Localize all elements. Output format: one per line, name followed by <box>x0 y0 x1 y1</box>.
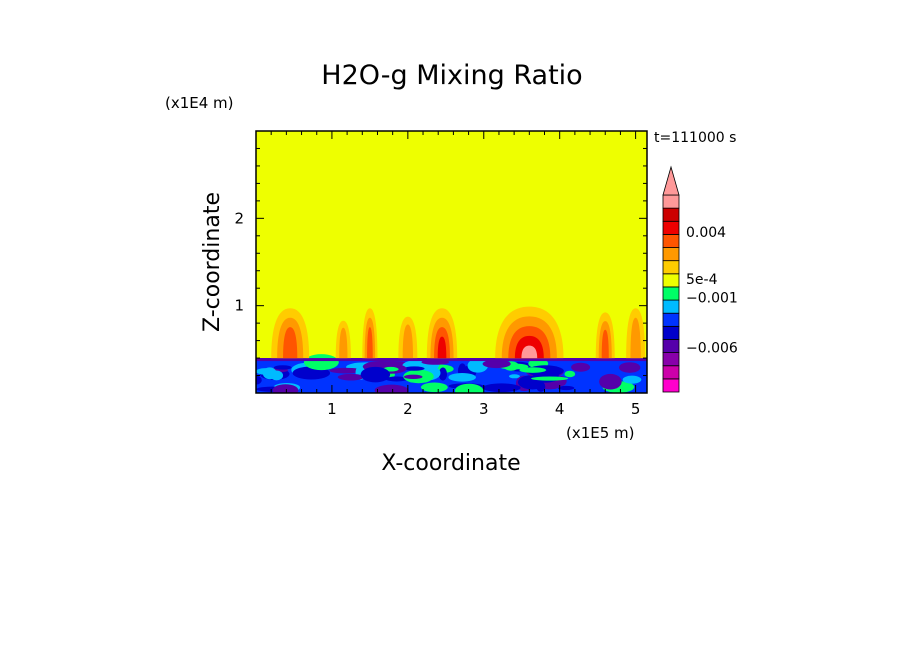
colorbar-label: 0.004 <box>686 225 726 241</box>
surface-blob <box>454 383 484 393</box>
surface-blob <box>571 362 591 372</box>
surface-blob <box>622 375 642 384</box>
y-axis-label: Z-coordinate <box>200 192 225 332</box>
surface-blob <box>599 373 622 390</box>
chart-title: H2O-g Mixing Ratio <box>321 60 582 91</box>
x-tick-label: 3 <box>479 400 489 418</box>
surface-blob <box>557 385 575 391</box>
y-tick-label: 2 <box>234 209 244 227</box>
surface-blob <box>531 376 569 381</box>
colorbar-band <box>662 312 680 327</box>
plume <box>283 327 298 359</box>
colorbar-band <box>662 273 680 288</box>
y-scale-label: (x1E4 m) <box>165 94 234 112</box>
y-axis: 12 <box>234 209 244 314</box>
x-tick-label: 4 <box>555 400 565 418</box>
colorbar-band <box>662 260 680 275</box>
plume <box>601 329 609 359</box>
colorbar: 0.004 5e-4 −0.001 −0.006 <box>662 165 738 393</box>
surface-blob <box>564 370 576 378</box>
y-tick-label: 1 <box>234 297 244 315</box>
surface-blob <box>438 367 448 381</box>
surface-blob <box>272 384 299 393</box>
colorbar-band <box>662 365 680 380</box>
plume <box>437 336 447 359</box>
colorbar-band <box>662 220 680 235</box>
colorbar-band <box>662 286 680 301</box>
surface-blob <box>482 359 511 369</box>
x-scale-label: (x1E5 m) <box>566 424 635 442</box>
colorbar-label: 5e-4 <box>686 272 718 288</box>
surface-blob <box>374 384 409 393</box>
surface-blob <box>482 383 521 393</box>
colorbar-band <box>662 352 680 367</box>
surface-blob <box>618 362 641 373</box>
surface-blob <box>385 376 408 382</box>
colorbar-label: −0.001 <box>686 290 738 306</box>
surface-blob <box>403 374 423 379</box>
surface-blob <box>270 370 284 381</box>
colorbar-arrow <box>662 165 680 196</box>
x-axis-label: X-coordinate <box>381 451 520 476</box>
plot-frame <box>255 130 648 394</box>
colorbar-band <box>662 325 680 340</box>
colorbar-label: −0.006 <box>686 340 738 356</box>
surface-blob <box>329 367 363 374</box>
surface-blob <box>273 365 292 370</box>
plume <box>339 327 348 359</box>
surface-blob <box>256 375 262 385</box>
surface-blob <box>508 374 520 379</box>
field <box>256 131 647 393</box>
surface-blob <box>404 366 425 371</box>
colorbar-band <box>662 339 680 354</box>
plume <box>367 327 373 359</box>
colorbar-band <box>662 194 680 209</box>
colorbar-band <box>662 207 680 222</box>
surface-blob <box>420 384 443 390</box>
plume <box>630 317 641 359</box>
surface-blob <box>337 373 365 381</box>
surface-blob <box>467 358 488 373</box>
plume <box>521 345 538 359</box>
plume <box>402 324 414 359</box>
x-tick-label: 2 <box>403 400 413 418</box>
colorbar-band <box>662 247 680 262</box>
plot-area <box>255 130 648 394</box>
surface-top-band <box>256 358 647 362</box>
surface-blob <box>536 381 546 392</box>
surface-blob <box>448 373 476 382</box>
surface-blob <box>360 366 391 383</box>
x-axis: 1 2 3 4 5 <box>327 400 640 418</box>
colorbar-band <box>662 233 680 248</box>
surface-blob <box>519 367 547 373</box>
x-tick-label: 1 <box>327 400 337 418</box>
time-label: t=111000 s <box>654 130 736 146</box>
colorbar-band <box>662 378 680 393</box>
x-tick-label: 5 <box>631 400 641 418</box>
colorbar-band <box>662 299 680 314</box>
